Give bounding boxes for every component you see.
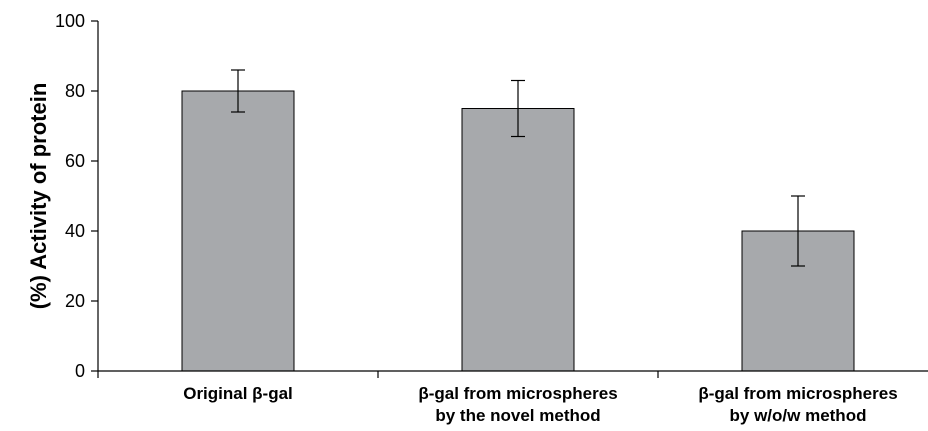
- y-tick-label: 40: [65, 221, 85, 241]
- bar-1: [181, 90, 295, 372]
- y-tick-label: 0: [75, 361, 85, 381]
- category-label-2: β-gal from microspheres by the novel meth…: [418, 384, 617, 425]
- y-tick-label: 60: [65, 151, 85, 171]
- y-tick-label: 100: [55, 11, 85, 31]
- y-tick-label: 80: [65, 81, 85, 101]
- error-bar-2: [511, 79, 525, 138]
- category-label-3: β-gal from microspheres by w/o/w method: [698, 384, 897, 425]
- bar-2: [461, 108, 575, 372]
- error-bars-layer: [231, 69, 805, 267]
- category-label-1: Original β-gal: [183, 384, 293, 403]
- error-bar-3: [791, 195, 805, 267]
- y-tick-label: 20: [65, 291, 85, 311]
- y-axis-title: (%) Activity of protein: [26, 83, 51, 310]
- axes-layer: 0 20 40 60 80 100: [55, 11, 928, 381]
- labels-layer: Original β-gal β-gal from microspheres by …: [183, 384, 897, 425]
- error-bar-1: [231, 69, 245, 113]
